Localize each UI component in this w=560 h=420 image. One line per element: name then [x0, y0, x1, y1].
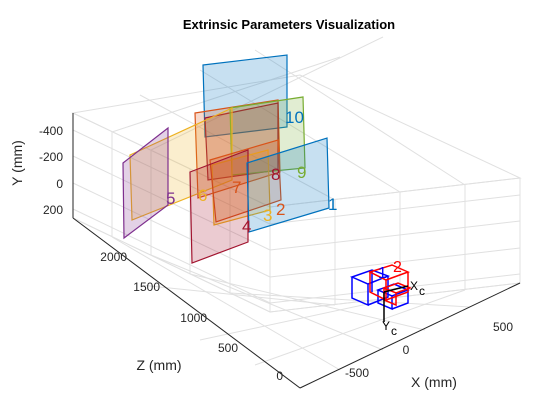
y-tick-label: 0	[56, 177, 63, 191]
y-tick-label: 200	[43, 203, 63, 217]
camera-layer: 1 2X cY c	[349, 259, 425, 338]
camera-body-2	[368, 264, 411, 302]
y-axis-label: Y (mm)	[9, 140, 25, 186]
z-tick-label: 1500	[133, 280, 160, 294]
plane-label-3: 3	[263, 206, 272, 225]
camera-body-1	[349, 269, 391, 307]
plane-label-8: 8	[271, 165, 280, 184]
axis-lines	[72, 113, 521, 389]
camera-label-1: 1	[378, 265, 387, 282]
planes-layer: 10 7 8 9 6 5 3 2 4 1	[122, 54, 337, 264]
chart-title: Extrinsic Parameters Visualization	[183, 17, 395, 32]
calibration-plane-4	[189, 149, 249, 264]
z-axis-label: Z (mm)	[136, 357, 181, 373]
camera-y-label: Y	[382, 319, 390, 333]
z-tick-label: 1000	[180, 311, 207, 325]
camera-x-subscript: c	[419, 284, 425, 298]
calibration-plane-10	[202, 54, 288, 138]
x-tick-label: 500	[493, 320, 513, 334]
plane-label-2: 2	[276, 200, 285, 219]
x-axis-label: X (mm)	[411, 374, 457, 390]
y-tick-label: -400	[39, 124, 63, 138]
z-tick-label: 2000	[100, 250, 127, 264]
calibration-plane-2	[209, 139, 282, 223]
x-tick-labels: -500 0 500	[345, 320, 513, 380]
y-tick-label: -200	[39, 150, 63, 164]
calibration-plane-3	[211, 149, 271, 226]
plane-label-5: 5	[166, 189, 175, 208]
plane-label-7: 7	[232, 178, 241, 197]
x-tick-label: -500	[345, 366, 369, 380]
camera-x-label: X	[410, 279, 418, 293]
camera-x-axis	[383, 285, 409, 293]
plane-label-9: 9	[297, 163, 306, 182]
calibration-plane-5	[122, 126, 169, 240]
calibration-plane-6	[129, 107, 233, 221]
plane-label-10: 10	[285, 108, 304, 127]
plane-label-1: 1	[328, 195, 337, 214]
x-tick-label: 0	[403, 343, 410, 357]
camera-y-subscript: c	[391, 324, 397, 338]
plane-label-4: 4	[242, 217, 251, 236]
z-tick-label: 0	[276, 369, 283, 383]
camera-label-2: 2	[393, 259, 402, 276]
z-tick-labels: 0 500 1000 1500 2000	[100, 250, 283, 383]
z-tick-label: 500	[218, 341, 238, 355]
plane-label-6: 6	[198, 186, 207, 205]
calibration-plane-1	[246, 137, 330, 233]
y-tick-labels: -400 -200 0 200	[39, 124, 63, 217]
